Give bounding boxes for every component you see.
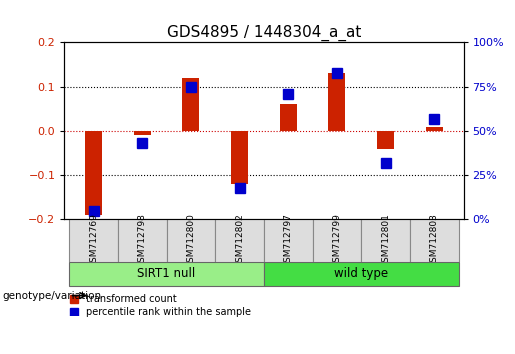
FancyBboxPatch shape: [215, 219, 264, 262]
Text: transformed count: transformed count: [87, 294, 177, 304]
Bar: [231, 131, 248, 184]
FancyBboxPatch shape: [313, 219, 362, 262]
Text: GSM712801: GSM712801: [381, 213, 390, 268]
Text: genotype/variation: genotype/variation: [3, 291, 101, 301]
Bar: [182, 78, 199, 131]
Text: percentile rank within the sample: percentile rank within the sample: [87, 307, 251, 318]
Bar: [426, 127, 443, 131]
FancyBboxPatch shape: [264, 262, 459, 286]
Bar: [85, 131, 102, 215]
Bar: [280, 104, 297, 131]
FancyBboxPatch shape: [166, 219, 215, 262]
Bar: [377, 131, 394, 149]
Title: GDS4895 / 1448304_a_at: GDS4895 / 1448304_a_at: [167, 25, 361, 41]
FancyBboxPatch shape: [69, 262, 264, 286]
Text: GSM712769: GSM712769: [89, 213, 98, 268]
Text: GSM712797: GSM712797: [284, 213, 293, 268]
Text: GSM712800: GSM712800: [186, 213, 195, 268]
FancyBboxPatch shape: [69, 219, 118, 262]
FancyBboxPatch shape: [362, 219, 410, 262]
FancyBboxPatch shape: [118, 219, 166, 262]
FancyBboxPatch shape: [264, 219, 313, 262]
Text: GSM712799: GSM712799: [333, 213, 341, 268]
Bar: [134, 131, 151, 136]
Text: GSM712803: GSM712803: [430, 213, 439, 268]
Text: GSM712798: GSM712798: [138, 213, 147, 268]
Text: SIRT1 null: SIRT1 null: [138, 267, 196, 280]
Text: wild type: wild type: [334, 267, 388, 280]
FancyBboxPatch shape: [410, 219, 459, 262]
Bar: [329, 74, 346, 131]
Text: GSM712802: GSM712802: [235, 213, 244, 268]
